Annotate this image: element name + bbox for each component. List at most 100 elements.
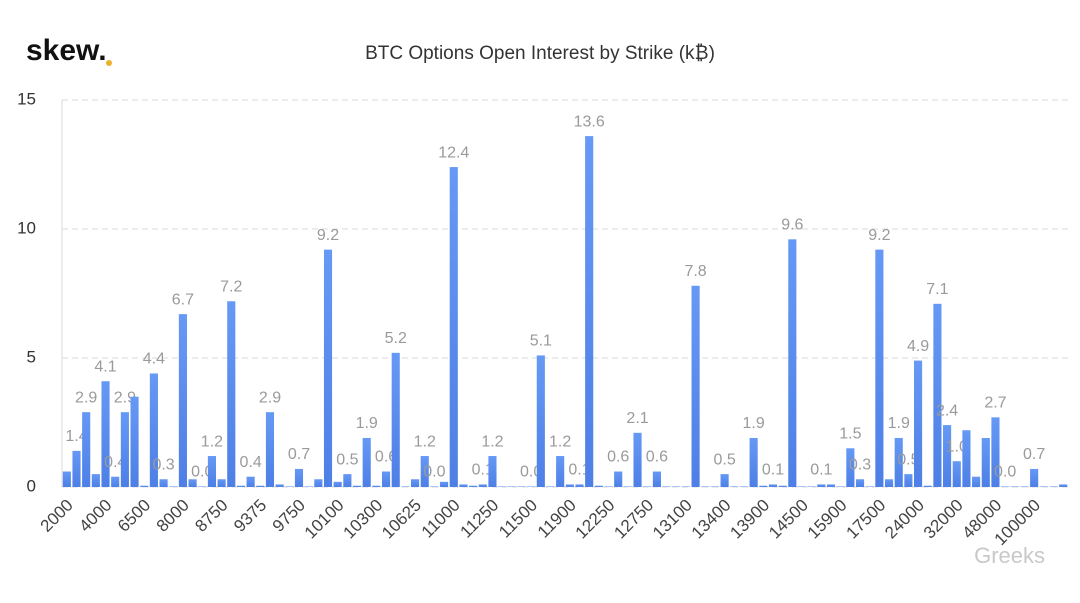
bar [614,471,623,487]
y-tick-label: 10 [17,218,36,237]
bar [865,486,874,487]
x-tick-label: 13100 [649,496,696,543]
x-tick-label: 17500 [843,496,890,543]
value-label: 1.2 [481,433,503,450]
bar [778,485,787,487]
bar [807,486,816,487]
bar [565,484,574,487]
logo-dot [106,60,112,66]
bar [894,437,903,487]
bar [826,484,836,487]
x-tick-label: 14500 [765,496,812,543]
x-tick-label: 13900 [726,496,773,543]
bar [981,437,990,487]
value-label: 7.2 [220,278,242,295]
bar [788,239,797,487]
bar [575,484,584,487]
bar [672,486,681,487]
bar [749,437,758,487]
bar [875,249,884,487]
value-label: 12.4 [438,144,469,161]
value-label: 1.9 [356,415,378,432]
bar [1039,486,1048,487]
bar [991,417,1000,487]
bar [710,486,719,487]
bar [159,479,168,487]
bar [469,485,478,487]
bar [1020,486,1029,487]
value-label: 9.6 [781,217,803,234]
bar [836,486,845,487]
x-tick-label: 4000 [75,496,115,536]
value-label: 2.9 [75,389,97,406]
bar [478,484,487,487]
x-tick-label: 9375 [230,496,270,536]
bar [546,486,555,487]
bar [623,486,632,487]
bar [459,484,468,487]
x-tick-label: 10100 [301,496,348,543]
value-label: 2.4 [936,402,958,419]
bar [730,486,739,487]
value-label: 1.5 [839,426,861,443]
bar [943,425,952,487]
value-label: 0.4 [240,454,262,471]
bar [507,486,516,487]
x-tick-label: 15900 [804,496,851,543]
bar [884,479,894,487]
bar [556,456,565,487]
bar [904,474,913,487]
value-label: 2.1 [626,410,648,427]
bar [275,484,284,487]
bar [101,381,110,487]
x-tick-label: 24000 [881,496,928,543]
value-label: 1.2 [549,433,571,450]
bar [527,486,536,487]
x-tick-label: 12250 [572,496,619,543]
bar [488,456,497,487]
bar [681,486,690,487]
value-label: 0.0 [423,464,445,481]
bar [333,481,342,487]
bar [256,485,265,487]
bar [411,479,420,487]
bar [498,486,507,487]
bar [1010,486,1019,487]
x-tick-label: 8000 [153,496,193,536]
bar [169,486,178,487]
x-tick-label: 10625 [378,496,425,543]
bar [846,448,855,487]
bar [207,456,216,487]
value-label: 5.2 [385,330,407,347]
y-tick-label: 15 [17,89,36,108]
bar [420,456,429,487]
value-label: 0.5 [336,451,358,468]
bar [962,430,971,487]
bar [914,360,923,487]
bar [972,476,981,487]
bar [759,485,768,487]
bar [227,301,236,487]
bar [130,396,139,487]
bar [304,486,313,487]
bar [633,432,642,487]
value-label: 0.1 [762,462,784,479]
bar [1001,486,1010,487]
value-label: 2.7 [984,395,1006,412]
bar [604,486,613,487]
x-tick-label: 32000 [920,496,967,543]
watermark: Greeks [974,543,1045,568]
value-label: 1.2 [201,433,223,450]
x-tick-label: 8750 [191,496,231,536]
bar [585,136,594,487]
value-label: 0.3 [152,456,174,473]
value-label: 2.9 [259,389,281,406]
value-label: 0.7 [1023,446,1045,463]
bar [381,471,391,487]
bar [391,352,400,487]
bar [923,485,932,487]
x-tick-label: 13400 [688,496,735,543]
bar [314,479,323,487]
value-label: 7.8 [684,263,706,280]
